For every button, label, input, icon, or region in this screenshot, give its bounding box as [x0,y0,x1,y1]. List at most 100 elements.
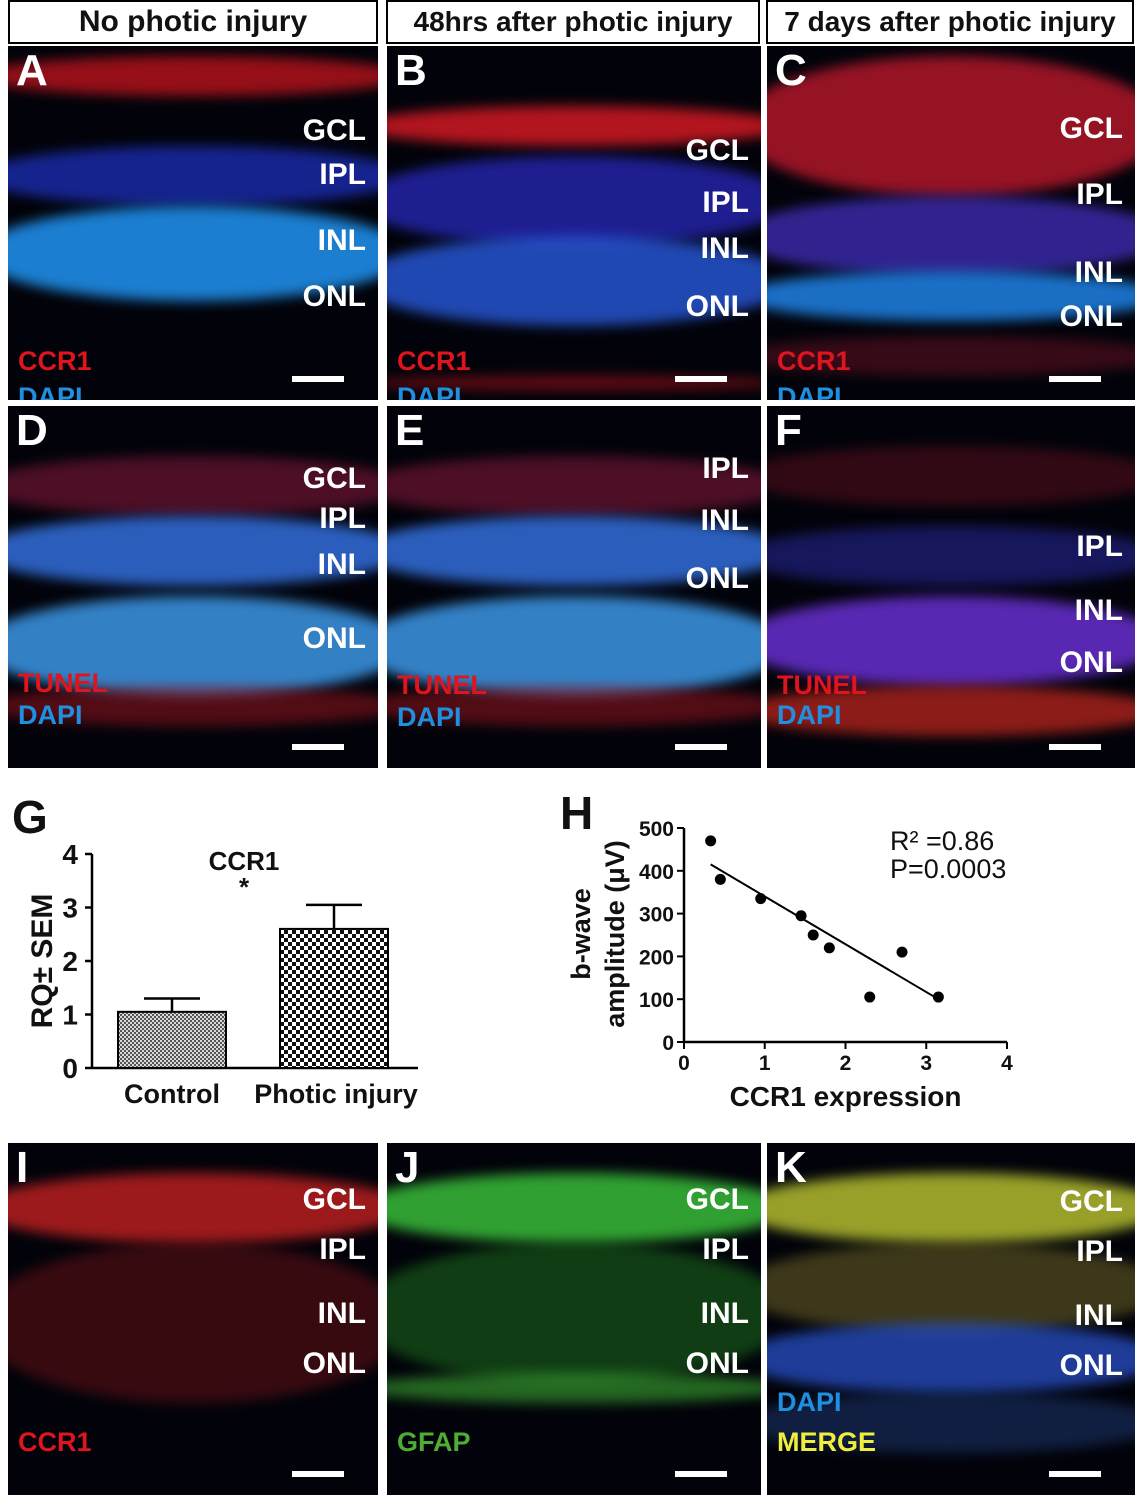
x-category-label: Photic injury [254,1079,418,1109]
stain-label-ccr1: CCR1 [18,346,92,376]
r-squared-annotation: R² =0.86 [890,826,994,856]
scale-bar [292,1471,344,1477]
y-tick-label: 1 [62,1000,78,1031]
scale-bar [1049,744,1101,750]
tissue-layer-band [8,146,378,206]
stain-label-dapi: DAPI [777,382,842,400]
tissue-layer-band [767,1173,1135,1243]
scale-bar [675,1471,727,1477]
panel-letter-e: E [395,406,425,455]
layer-label-gcl: GCL [685,1183,749,1216]
data-point [755,893,767,905]
micrograph-panel-i: I GCL IPL INL ONL CCR1 [8,1143,378,1495]
tissue-layer-band [8,686,378,726]
layer-label-inl: INL [700,504,749,537]
tissue-layer-band [8,1243,378,1403]
tissue-layer-band [8,456,378,516]
x-tick-label: 3 [920,1052,932,1075]
stain-label-ccr1: CCR1 [18,1427,92,1457]
tissue-layer-band [8,1173,378,1243]
x-category-label: Control [124,1079,220,1109]
data-point [807,929,819,941]
data-point [896,946,908,958]
tissue-layer-band [387,456,761,516]
tissue-layer-band [767,56,1135,196]
micrograph-panel-e: E IPL INL ONL TUNEL DAPI [387,406,761,768]
y-tick-label: 2 [62,946,78,977]
panel-letter-b: B [395,46,427,95]
micrograph-panel-k: K GCL IPL INL ONL DAPI MERGE [767,1143,1135,1495]
y-tick-label: 200 [639,946,674,969]
tissue-layer-band [387,1173,761,1243]
y-tick-label: 3 [62,893,78,924]
panel-letter-d: D [16,406,48,455]
layer-label-onl: ONL [685,290,749,323]
micrograph-panel-d: D GCL IPL INL ONL TUNEL DAPI [8,406,378,768]
column-header-48hrs: 48hrs after photic injury [386,0,760,44]
layer-label-ipl: IPL [702,452,749,485]
stain-label-dapi: DAPI [397,382,462,400]
tissue-layer-band [387,1373,761,1403]
layer-label-onl: ONL [685,562,749,595]
data-point [705,835,717,847]
panel-letter-c: C [775,46,807,95]
stain-label-tunel: TUNEL [777,670,867,700]
y-tick-label: 0 [662,1032,674,1055]
tissue-layer-band [387,1243,761,1383]
panel-letter-g: G [12,791,48,843]
tissue-layer-band [767,1393,1135,1453]
scale-bar [675,744,727,750]
layer-label-onl: ONL [302,622,366,655]
scale-bar [1049,376,1101,382]
stain-label-tunel: TUNEL [397,670,487,700]
layer-label-gcl: GCL [685,134,749,167]
y-tick-label: 300 [639,904,674,927]
layer-label-onl: ONL [302,1347,366,1380]
layer-label-inl: INL [317,1297,366,1330]
layer-label-ipl: IPL [319,502,366,535]
y-tick-label: 100 [639,989,674,1012]
x-tick-label: 2 [840,1052,852,1075]
layer-label-gcl: GCL [302,1183,366,1216]
tissue-layer-band [767,1243,1135,1333]
tissue-layer-band [767,336,1135,376]
tissue-layer-band [8,516,378,586]
layer-label-inl: INL [317,224,366,257]
regression-line [710,863,939,1001]
scatter-chart-bwave: 0 100 200 300 400 500 0 1 2 3 4 CCR1 expression b-wa… [566,818,1013,1112]
stain-label-tunel: TUNEL [18,668,108,698]
tissue-layer-band [767,271,1135,321]
bar-chart-ccr1: 0 1 2 3 4RQ± SEM CCR1* Control Photic injury [26,839,418,1109]
layer-label-ipl: IPL [702,1233,749,1266]
y-tick-label: 400 [639,861,674,884]
layer-label-inl: INL [700,1297,749,1330]
data-point [932,991,944,1003]
y-tick-label: 0 [62,1053,78,1084]
tissue-layer-band [767,446,1135,506]
layer-label-onl: ONL [1059,646,1123,679]
micrograph-panel-f: F IPL INL ONL TUNEL DAPI [767,406,1135,768]
micrograph-panel-a: A GCL IPL INL ONL CCR1 DAPI [8,46,378,400]
data-point [864,991,876,1003]
layer-label-ipl: IPL [319,158,366,191]
layer-label-onl: ONL [1059,300,1123,333]
data-point [714,873,726,885]
tissue-layer-band [387,236,761,326]
stain-label-dapi: DAPI [777,700,842,730]
panel-letter-j: J [395,1143,420,1192]
data-point [823,942,835,954]
bar-photic-injury [279,927,389,1069]
tissue-layer-band [767,526,1135,586]
layer-label-gcl: GCL [302,114,366,147]
layer-label-onl: ONL [685,1347,749,1380]
tissue-layer-band [767,686,1135,736]
chart-title: CCR1 [209,846,280,876]
column-header-7days: 7 days after photic injury [766,0,1134,44]
tissue-layer-band [387,686,761,726]
layer-label-ipl: IPL [702,186,749,219]
tissue-layer-band [387,516,761,586]
panel-letter-i: I [16,1143,29,1192]
stain-label-dapi: DAPI [18,700,83,730]
stain-label-merge: MERGE [777,1427,877,1457]
layer-label-onl: ONL [302,280,366,313]
